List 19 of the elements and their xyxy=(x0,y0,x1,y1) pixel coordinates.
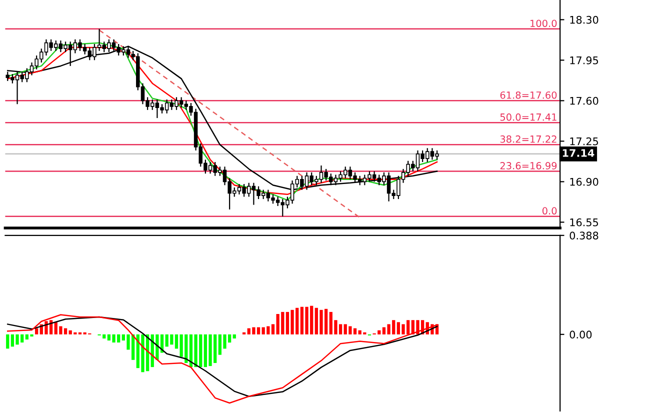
y-tick-label: 0.00 xyxy=(570,330,592,339)
annotation: 100.0 xyxy=(530,20,557,28)
annotation: 23.6=16.99 xyxy=(500,162,557,170)
bar xyxy=(6,334,10,349)
y-tick-label: 18.30 xyxy=(570,16,598,24)
y-tick-label: 17.95 xyxy=(570,56,598,64)
annotation: 61.8=17.60 xyxy=(500,91,557,99)
annotation: 0.0 xyxy=(542,207,557,215)
bar xyxy=(35,328,38,334)
bar xyxy=(232,334,236,338)
annotation: 38.2=17.22 xyxy=(500,135,556,143)
ref-line-label: 17.14 xyxy=(562,149,594,157)
y-tick-label: 0.388 xyxy=(570,232,598,240)
bar xyxy=(174,334,178,349)
y-tick-label: 16.55 xyxy=(570,218,598,226)
y-tick-label: 16.90 xyxy=(570,178,598,186)
y-tick-label: 17.60 xyxy=(570,96,598,105)
y-tick-label: 17.25 xyxy=(570,137,598,146)
annotation: 50.0=17.41 xyxy=(500,113,556,121)
